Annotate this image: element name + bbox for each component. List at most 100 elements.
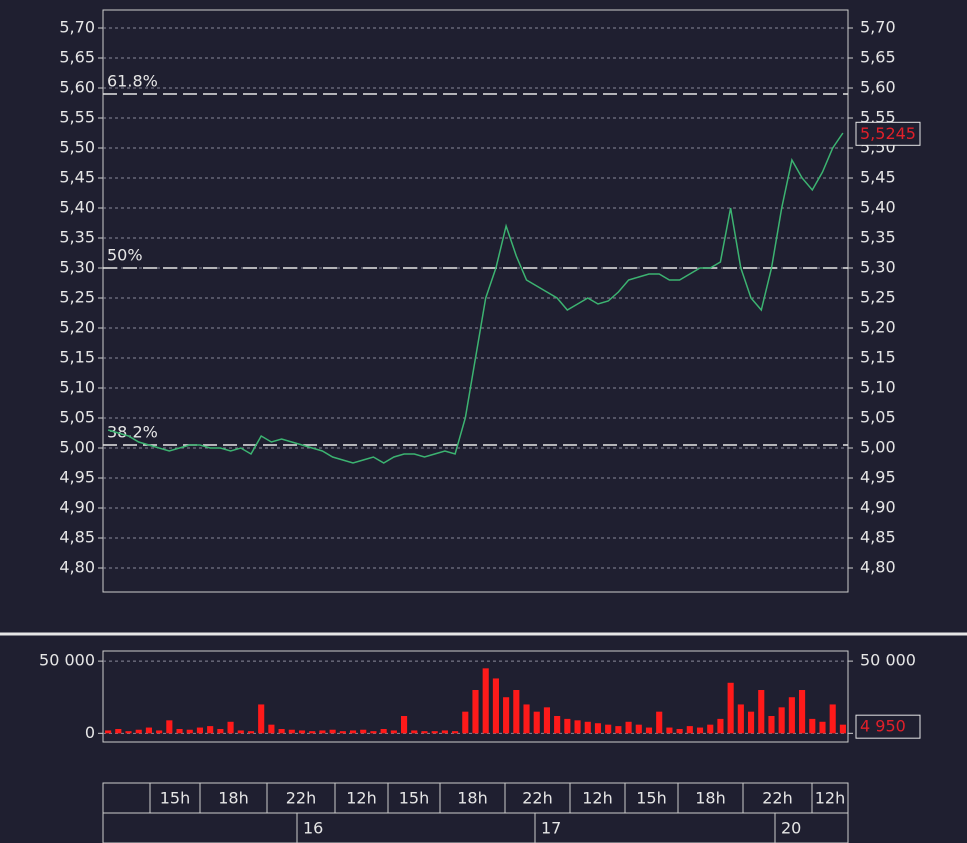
y-tick-label-left: 5,60 xyxy=(59,78,95,97)
hour-label: 18h xyxy=(695,789,726,808)
volume-bar xyxy=(554,716,561,734)
volume-bar xyxy=(768,716,775,734)
y-tick-label-right: 5,00 xyxy=(860,438,896,457)
volume-bar xyxy=(778,707,785,734)
volume-bar xyxy=(309,731,316,734)
y-tick-label-right: 4,95 xyxy=(860,468,896,487)
volume-bar xyxy=(339,731,346,734)
volume-bar xyxy=(227,721,234,734)
hour-label: 12h xyxy=(582,789,613,808)
volume-bar xyxy=(809,718,816,734)
hour-label: 12h xyxy=(815,789,846,808)
y-tick-label-left: 4,80 xyxy=(59,558,95,577)
volume-bar xyxy=(656,711,663,734)
fib-label: 50% xyxy=(107,246,143,265)
volume-bar xyxy=(115,729,122,734)
volume-bar xyxy=(605,724,612,734)
y-tick-label-right: 5,30 xyxy=(860,258,896,277)
y-tick-label-left: 5,00 xyxy=(59,438,95,457)
y-tick-label-right: 5,60 xyxy=(860,78,896,97)
price-line xyxy=(107,132,844,464)
volume-bar xyxy=(380,729,387,734)
volume-bar xyxy=(564,718,571,734)
hour-label: 22h xyxy=(286,789,317,808)
y-tick-label-right: 5,65 xyxy=(860,48,896,67)
hour-label: 15h xyxy=(160,789,191,808)
volume-bar xyxy=(758,690,765,734)
volume-bar xyxy=(696,727,704,734)
hour-label: 12h xyxy=(346,789,377,808)
volume-bar xyxy=(492,678,499,734)
volume-bar xyxy=(207,726,214,734)
volume-bar xyxy=(737,704,744,734)
y-tick-label-left: 5,05 xyxy=(59,408,95,427)
volume-bar xyxy=(676,729,683,734)
volume-bar xyxy=(390,730,397,734)
volume-bar xyxy=(717,718,724,734)
y-tick-label-left: 5,65 xyxy=(59,48,95,67)
volume-bar xyxy=(349,730,357,734)
volume-bar xyxy=(686,726,693,734)
volume-bar xyxy=(472,690,479,734)
hour-label: 15h xyxy=(399,789,430,808)
y-tick-label-left: 5,25 xyxy=(59,288,95,307)
volume-bar xyxy=(584,721,591,734)
volume-bar xyxy=(135,729,142,734)
y-tick-label-left: 5,45 xyxy=(59,168,95,187)
y-tick-label-left: 5,55 xyxy=(59,108,95,127)
y-tick-label-right: 5,05 xyxy=(860,408,896,427)
volume-bar xyxy=(288,729,295,734)
y-tick-label-left: 5,50 xyxy=(59,138,95,157)
price-frame xyxy=(102,9,849,593)
y-tick-label-left: 5,20 xyxy=(59,318,95,337)
volume-bar xyxy=(431,731,438,734)
last-value-box xyxy=(855,714,921,739)
y-tick-label-right: 5,15 xyxy=(860,348,896,367)
last-value-box xyxy=(855,121,921,146)
volume-bar xyxy=(707,724,714,734)
volume-bar xyxy=(819,721,826,734)
volume-bar xyxy=(329,729,336,734)
volume-bar xyxy=(666,727,673,734)
day-label: 16 xyxy=(303,819,323,838)
y-tick-label-left: 50 000 xyxy=(39,651,95,670)
volume-bar xyxy=(319,730,326,734)
volume-bar xyxy=(298,730,306,734)
hour-label: 18h xyxy=(218,789,249,808)
volume-bar xyxy=(166,720,173,734)
volume-bar xyxy=(543,707,550,734)
volume-bar xyxy=(645,727,653,734)
day-label: 20 xyxy=(781,819,801,838)
last-value-label: 5,5245 xyxy=(860,124,916,143)
volume-bar xyxy=(635,724,642,734)
last-value-label: 4 950 xyxy=(860,717,906,736)
y-tick-label-right: 5,20 xyxy=(860,318,896,337)
volume-bar xyxy=(452,731,459,734)
y-tick-label-left: 5,10 xyxy=(59,378,95,397)
volume-bar xyxy=(217,729,224,734)
volume-bar xyxy=(411,730,418,734)
day-row xyxy=(102,812,849,843)
volume-bar xyxy=(268,724,275,734)
volume-bar xyxy=(788,697,795,734)
volume-bar xyxy=(441,730,448,734)
volume-bar xyxy=(839,724,846,734)
volume-bar xyxy=(615,726,622,734)
y-tick-label-right: 4,85 xyxy=(860,528,896,547)
volume-bar xyxy=(401,716,408,734)
volume-bar xyxy=(360,729,367,734)
volume-bar xyxy=(237,730,244,734)
y-tick-label-left: 5,35 xyxy=(59,228,95,247)
y-tick-label-right: 5,10 xyxy=(860,378,896,397)
hour-label: 18h xyxy=(457,789,488,808)
volume-bar xyxy=(186,729,193,734)
volume-bar xyxy=(523,704,530,734)
y-tick-label-right: 4,80 xyxy=(860,558,896,577)
volume-frame xyxy=(102,650,849,743)
y-tick-label-left: 4,95 xyxy=(59,468,95,487)
y-tick-label-left: 0 xyxy=(85,723,95,742)
volume-bar xyxy=(799,690,806,734)
volume-bar xyxy=(247,731,255,734)
volume-bar xyxy=(258,704,265,734)
